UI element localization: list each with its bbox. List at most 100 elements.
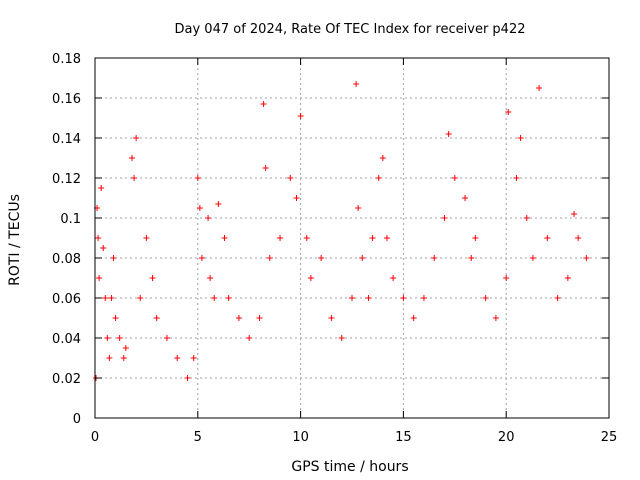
data-points [93, 81, 590, 381]
data-point [225, 295, 232, 301]
chart-title: Day 047 of 2024, Rate Of TEC Index for r… [175, 22, 526, 37]
data-point [431, 255, 438, 261]
data-point [575, 235, 582, 241]
data-point [468, 255, 475, 261]
y-tick-label: 0.08 [52, 252, 81, 267]
data-point [95, 235, 102, 241]
data-point [116, 335, 123, 341]
data-point [303, 235, 310, 241]
data-point [143, 235, 150, 241]
data-point [137, 295, 144, 301]
data-point [554, 295, 561, 301]
data-point [544, 235, 551, 241]
data-point [536, 85, 543, 91]
data-point [307, 275, 314, 281]
plot-frame [94, 57, 610, 419]
data-point [211, 295, 218, 301]
data-point [260, 101, 267, 107]
x-tick-label: 0 [91, 430, 99, 445]
data-point [122, 345, 129, 351]
data-point [583, 255, 590, 261]
data-point [349, 295, 355, 301]
y-tick-label: 0.12 [52, 172, 81, 187]
data-point [517, 135, 524, 141]
data-point [133, 135, 140, 141]
data-point [100, 245, 107, 251]
data-point [355, 205, 362, 211]
data-point [410, 315, 417, 321]
x-tick-label: 20 [498, 430, 515, 445]
data-point [262, 165, 269, 171]
data-point [153, 315, 160, 321]
data-point [129, 155, 136, 161]
y-tick-label: 0.02 [52, 372, 81, 387]
data-point [482, 295, 489, 301]
data-point [441, 215, 448, 221]
data-point [359, 255, 366, 261]
data-point [365, 295, 372, 301]
data-point [190, 355, 197, 361]
data-point [318, 255, 325, 261]
data-point [462, 195, 469, 201]
data-point [353, 81, 360, 87]
x-axis-label: GPS time / hours [291, 459, 408, 475]
data-point [523, 215, 530, 221]
data-point [235, 315, 242, 321]
data-point [174, 355, 181, 361]
data-point [196, 205, 203, 211]
y-tick-label: 0.1 [60, 212, 81, 227]
data-point [221, 235, 228, 241]
data-point [120, 355, 127, 361]
data-point [98, 185, 105, 191]
y-tick-label: 0.06 [52, 292, 81, 307]
y-tick-label: 0.04 [52, 332, 81, 347]
data-point [287, 175, 294, 181]
data-point [112, 315, 119, 321]
data-point [328, 315, 335, 321]
data-point [400, 295, 407, 301]
gridlines [95, 58, 609, 418]
data-point [110, 255, 117, 261]
data-point [277, 235, 284, 241]
data-point [293, 195, 300, 201]
data-point [102, 295, 109, 301]
x-tick-labels: 0 5 10 15 20 25 [91, 430, 617, 445]
data-point [451, 175, 458, 181]
x-tick-label: 5 [194, 430, 202, 445]
data-point [104, 335, 111, 341]
data-point [375, 175, 382, 181]
data-point [492, 315, 499, 321]
y-tick-label: 0.14 [52, 132, 81, 147]
data-point [529, 255, 536, 261]
axis-ticks [94, 57, 610, 419]
data-point [505, 109, 512, 115]
data-point [246, 335, 253, 341]
data-point [198, 255, 205, 261]
data-point [445, 131, 452, 137]
data-point [106, 355, 113, 361]
data-point [472, 235, 479, 241]
data-point [503, 275, 510, 281]
x-tick-label: 15 [395, 430, 412, 445]
data-point [108, 295, 115, 301]
y-axis-label: ROTI / TECUs [7, 194, 23, 286]
x-tick-label: 10 [292, 430, 309, 445]
x-tick-label: 25 [601, 430, 618, 445]
y-tick-label: 0 [73, 412, 81, 427]
data-point [194, 175, 201, 181]
data-point [369, 235, 376, 241]
data-point [205, 215, 212, 221]
data-point [297, 113, 304, 119]
data-point [96, 275, 103, 281]
data-point [383, 235, 390, 241]
data-point [564, 275, 571, 281]
data-point [131, 175, 138, 181]
data-point [149, 275, 156, 281]
data-point [338, 335, 345, 341]
data-point [207, 275, 214, 281]
data-point [256, 315, 263, 321]
y-tick-label: 0.16 [52, 92, 81, 107]
y-tick-label: 0.18 [52, 52, 81, 67]
data-point [420, 295, 427, 301]
